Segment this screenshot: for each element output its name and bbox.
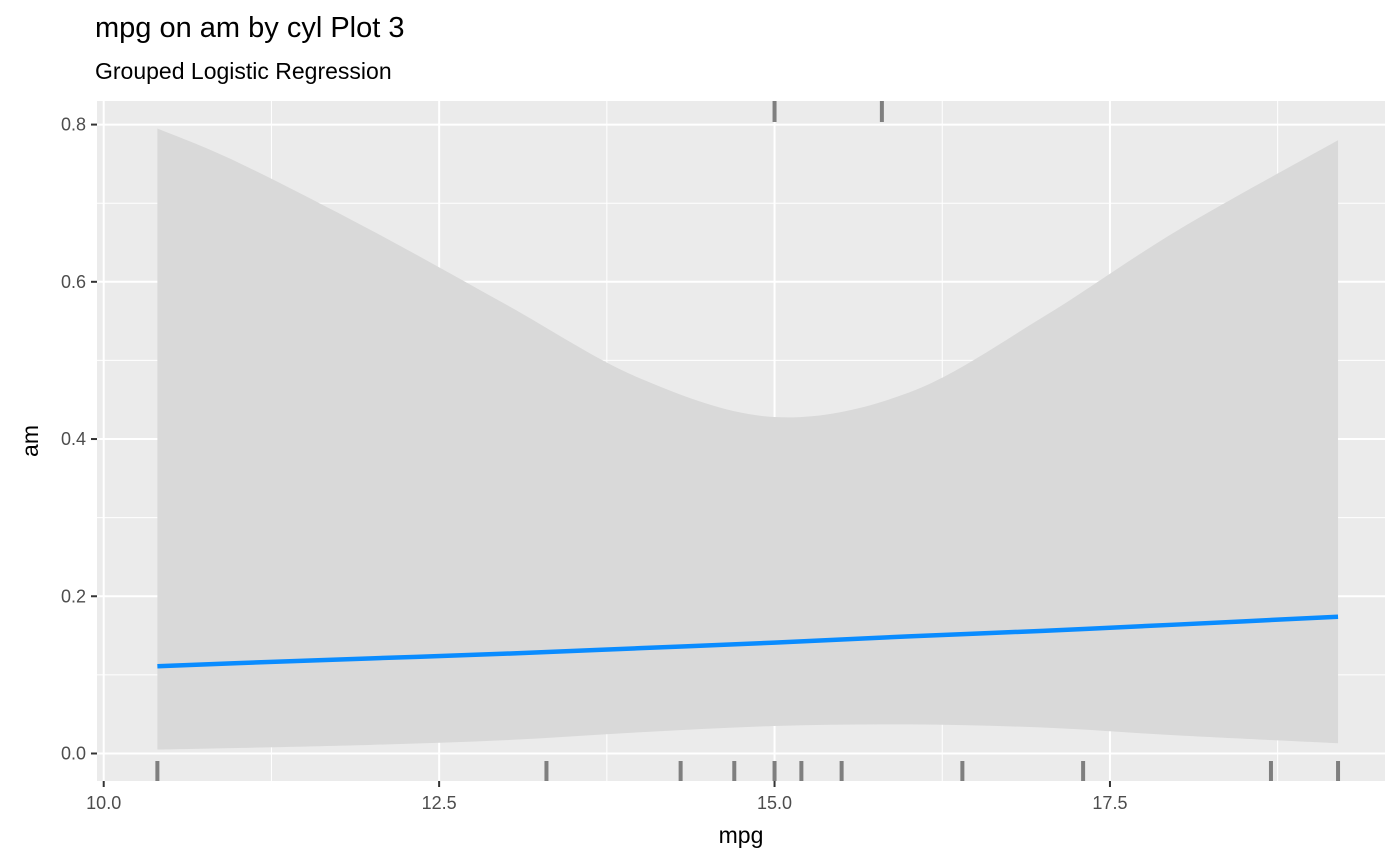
chart-subtitle: Grouped Logistic Regression xyxy=(95,58,392,84)
fit-line xyxy=(157,614,1339,669)
rug-top xyxy=(772,101,884,122)
y-axis: 0.0 0.2 0.4 0.6 0.8 xyxy=(61,115,97,763)
x-axis-title: mpg xyxy=(719,822,764,848)
y-tick-label: 0.2 xyxy=(61,586,86,606)
y-axis-title: am xyxy=(17,425,43,457)
x-axis: 10.0 12.5 15.0 17.5 xyxy=(86,781,1127,813)
rug-bottom xyxy=(155,761,1341,781)
x-tick-label: 15.0 xyxy=(757,793,792,813)
x-tick-label: 10.0 xyxy=(86,793,121,813)
y-tick-label: 0.0 xyxy=(61,743,86,763)
chart-title: mpg on am by cyl Plot 3 xyxy=(95,12,405,44)
x-tick-label: 12.5 xyxy=(422,793,457,813)
y-tick-label: 0.4 xyxy=(61,429,86,449)
confidence-ribbon xyxy=(157,128,1339,750)
y-tick-label: 0.8 xyxy=(61,115,86,135)
x-tick-label: 17.5 xyxy=(1092,793,1127,813)
y-tick-label: 0.6 xyxy=(61,272,86,292)
